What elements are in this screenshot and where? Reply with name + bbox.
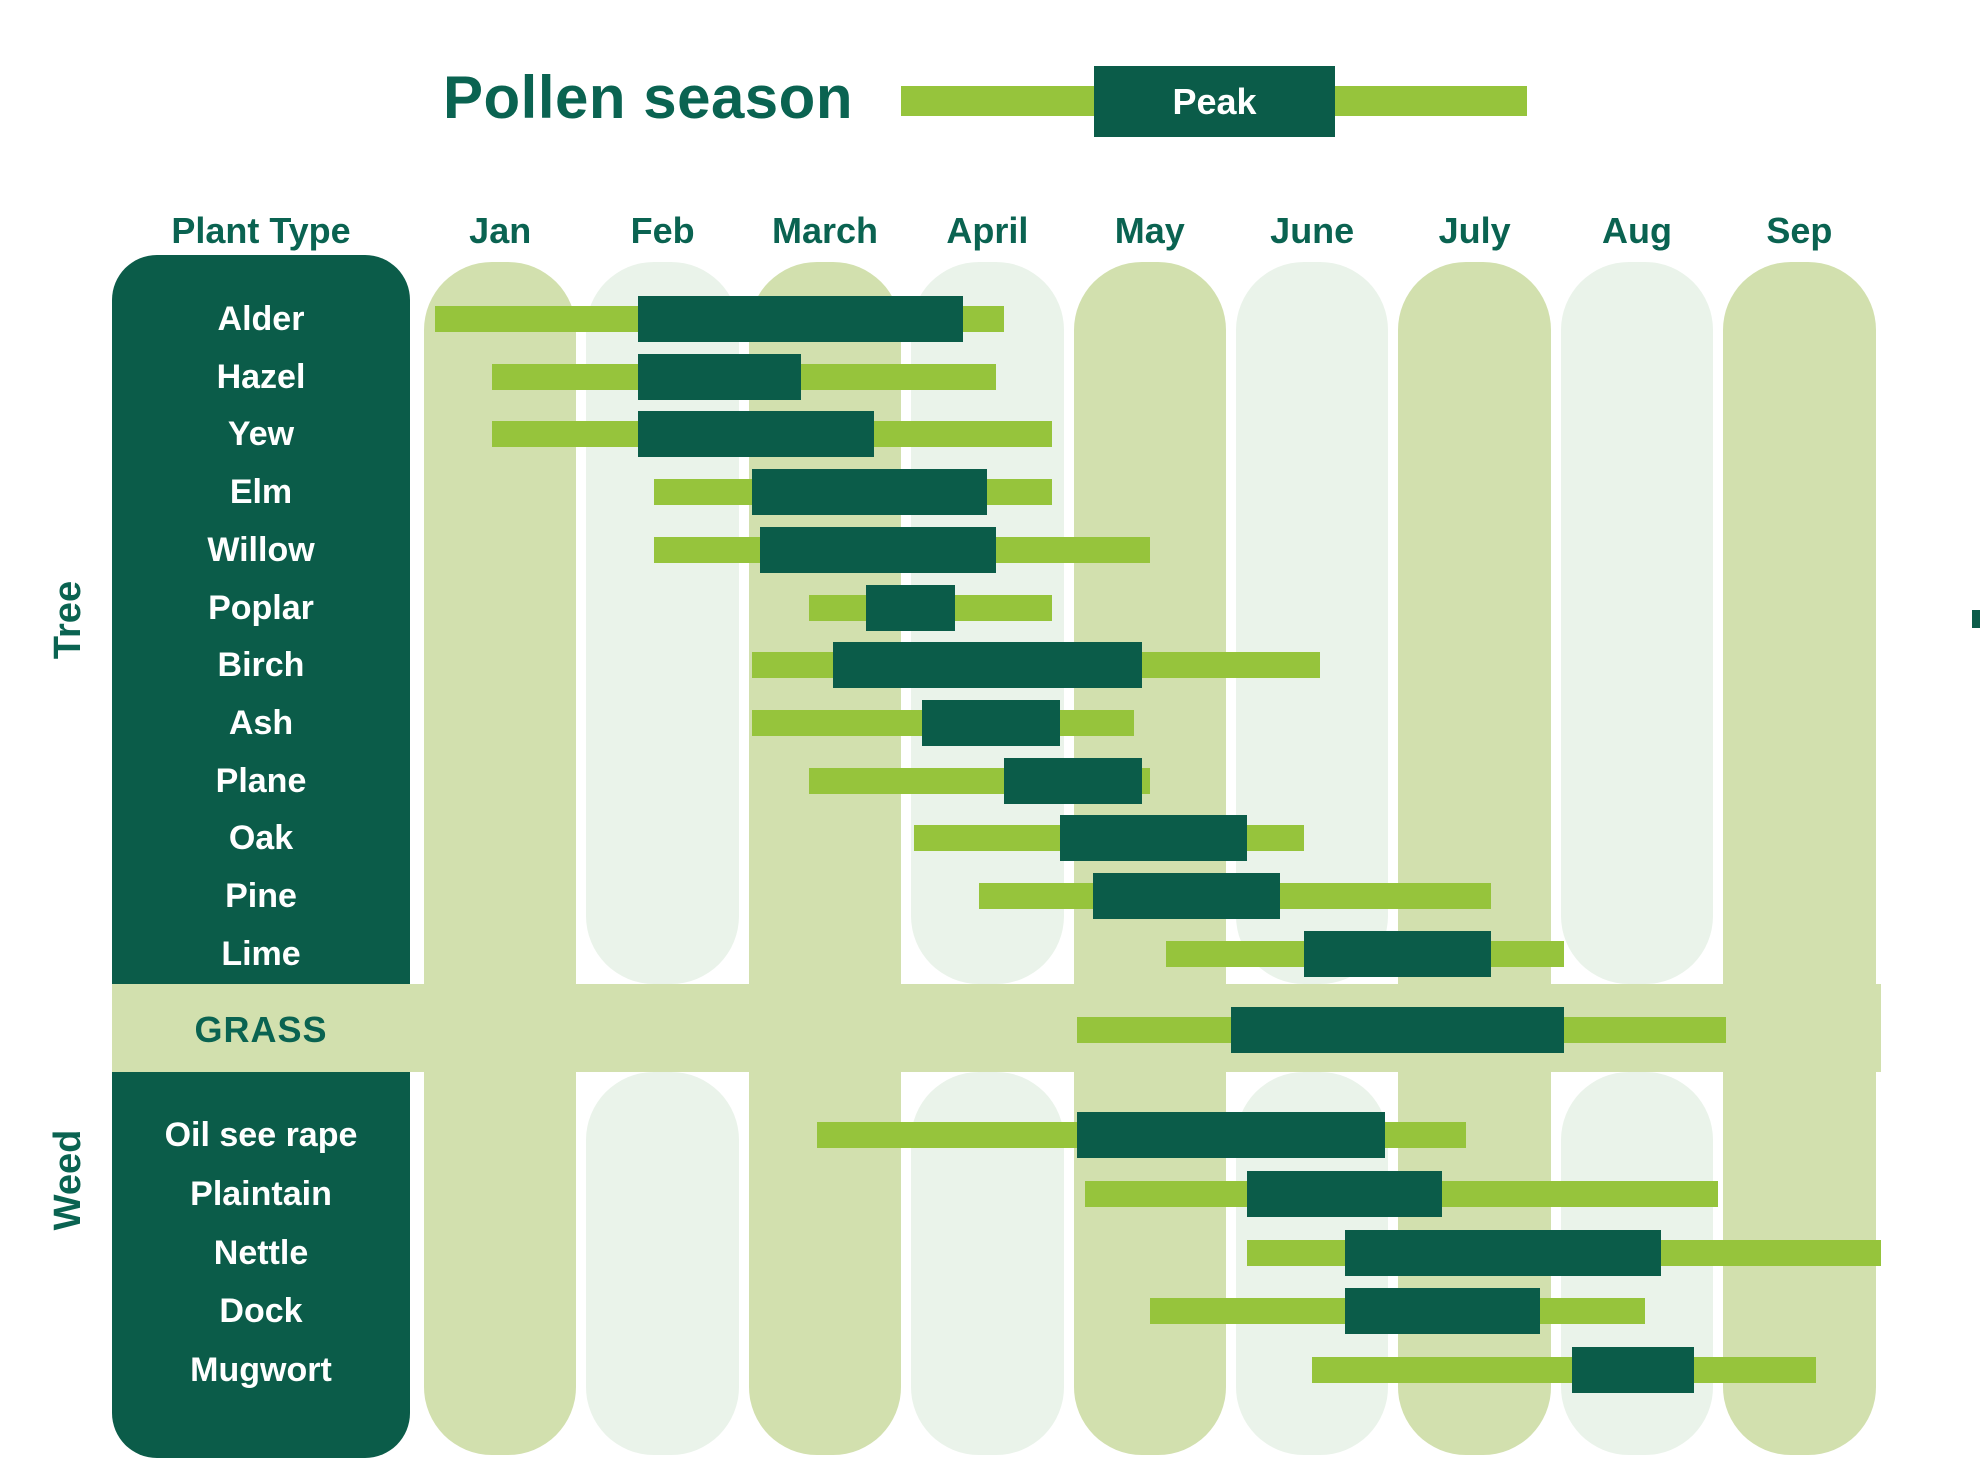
month-header-aug: Aug [1602, 210, 1672, 251]
row-label-yew: Yew [227, 415, 295, 454]
month-header-july: July [1438, 210, 1511, 251]
month-header-jan: Jan [469, 210, 532, 251]
peak-bar-mugwort [1572, 1347, 1694, 1393]
season-bar-mugwort [1312, 1357, 1816, 1383]
column-bg-march [748, 262, 902, 1455]
row-label-plane: Plane [215, 761, 307, 800]
month-header-june: June [1270, 210, 1355, 251]
legend-peak-box: Peak [1094, 66, 1335, 137]
peak-bar-ash [922, 699, 1061, 746]
peak-bar-nettle [1344, 1229, 1662, 1276]
chart-title: Pollen season [443, 64, 853, 131]
column-bg-feb-lower [586, 1072, 739, 1455]
peak-bar-dock [1344, 1288, 1540, 1335]
peak-bar-hazel [638, 353, 801, 400]
row-label-oil-see-rape: Oil see rape [164, 1116, 358, 1154]
tree-group-label: Tree [46, 580, 89, 660]
row-label-birch: Birch [217, 646, 305, 685]
peak-bar-oil-see-rape [1076, 1112, 1386, 1158]
peak-bar-willow [760, 526, 996, 573]
peak-bar-pine [1092, 873, 1280, 919]
month-header-april: April [946, 210, 1029, 251]
month-header-may: May [1114, 210, 1185, 251]
month-header-feb: Feb [630, 210, 695, 251]
row-label-mugwort: Mugwort [190, 1351, 332, 1389]
month-header-march: March [771, 210, 878, 251]
column-bg-jan [424, 262, 577, 1455]
peak-bar-birch [833, 642, 1142, 689]
row-label-hazel: Hazel [216, 357, 306, 396]
row-label-ash: Ash [228, 703, 294, 742]
row-label-willow: Willow [207, 530, 315, 569]
row-label-oak: Oak [228, 819, 294, 858]
peak-bar-oak [1060, 815, 1248, 862]
peak-bar-plaintain [1247, 1170, 1443, 1217]
plant-type-header: Plant Type [171, 210, 351, 251]
legend-peak-label: Peak [1172, 80, 1257, 122]
row-label-lime: Lime [221, 934, 301, 973]
weed-group-label: Weed [46, 1129, 89, 1231]
edge-artifact [1972, 610, 1980, 628]
column-bg-aug-upper [1560, 262, 1714, 984]
row-label-pine: Pine [225, 877, 297, 915]
peak-bar-plane [1003, 757, 1142, 804]
peak-bar-poplar [865, 584, 955, 631]
peak-bar-yew [638, 411, 874, 458]
column-bg-june-upper [1236, 262, 1389, 984]
row-label-grass: GRASS [194, 1009, 328, 1050]
row-label-dock: Dock [219, 1292, 303, 1331]
peak-bar-lime [1304, 930, 1491, 977]
row-label-plaintain: Plaintain [190, 1174, 332, 1213]
weed-sidebar-block [112, 1072, 410, 1458]
tree-sidebar-block [112, 255, 410, 984]
month-header-sep: Sep [1766, 210, 1833, 251]
peak-bar-alder [638, 296, 964, 342]
peak-bar-grass [1231, 1007, 1564, 1053]
peak-bar-elm [751, 469, 988, 516]
row-label-nettle: Nettle [213, 1233, 309, 1272]
row-label-poplar: Poplar [208, 588, 314, 627]
column-bg-sep [1723, 262, 1876, 1455]
row-label-alder: Alder [217, 300, 305, 338]
column-bg-july [1398, 262, 1551, 1455]
row-label-elm: Elm [229, 473, 293, 512]
